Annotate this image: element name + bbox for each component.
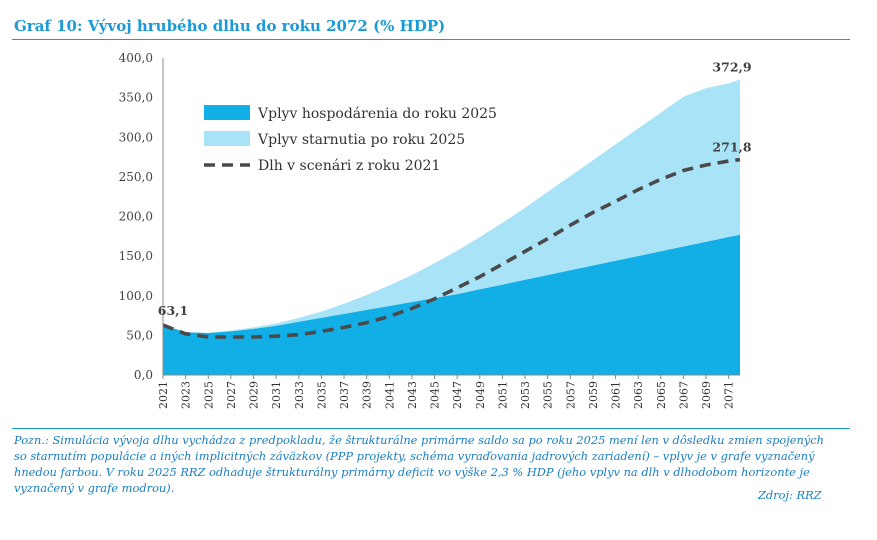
x-tick-label: 2041 xyxy=(383,381,396,409)
y-tick-label: 150,0 xyxy=(119,249,153,263)
y-axis: 0,0 50,0 100,0 150,0 200,0 250,0 300,0 350,0 400… xyxy=(119,51,153,382)
y-tick-label: 200,0 xyxy=(119,210,153,224)
y-tick-label: 350,0 xyxy=(119,91,153,105)
x-tick-label: 2051 xyxy=(496,381,509,409)
x-tick-label: 2053 xyxy=(519,381,532,409)
y-tick-label: 250,0 xyxy=(119,170,153,184)
x-tick-label: 2059 xyxy=(587,381,600,409)
legend-label: Dlh v scenári z roku 2021 xyxy=(258,158,440,174)
x-axis: 2021 2023 2025 2027 2029 2031 2033 2035 2037 2039… xyxy=(157,375,736,409)
legend: Vplyv hospodárenia do roku 2025 Vplyv sta… xyxy=(204,105,497,174)
x-tick-label: 2061 xyxy=(610,381,623,409)
x-tick-label: 2047 xyxy=(451,381,464,409)
y-tick-label: 400,0 xyxy=(119,51,153,65)
legend-swatch xyxy=(204,105,250,120)
plot-areas xyxy=(162,79,741,375)
x-tick-label: 2043 xyxy=(406,381,419,409)
x-tick-label: 2049 xyxy=(474,381,487,409)
x-tick-label: 2071 xyxy=(723,381,736,409)
x-tick-label: 2057 xyxy=(564,381,577,409)
x-tick-label: 2021 xyxy=(157,381,170,409)
x-tick-label: 2037 xyxy=(338,381,351,409)
x-tick-label: 2027 xyxy=(225,381,238,409)
title-divider xyxy=(12,39,850,40)
axis-lines xyxy=(162,58,740,376)
debt-area-chart: 0,0 50,0 100,0 150,0 200,0 250,0 300,0 350,0 400… xyxy=(119,51,752,409)
y-tick-label: 300,0 xyxy=(119,130,153,144)
y-tick-label: 50,0 xyxy=(126,328,153,342)
x-tick-label: 2067 xyxy=(677,381,690,409)
data-labels: 63,1 372,9 271,8 xyxy=(158,59,752,318)
x-tick-label: 2055 xyxy=(542,381,555,409)
legend-label: Vplyv starnutia po roku 2025 xyxy=(257,132,465,148)
x-tick-label: 2063 xyxy=(632,381,645,409)
source-label: Zdroj: RRZ xyxy=(758,488,822,502)
legend-swatch xyxy=(204,131,250,146)
x-tick-label: 2039 xyxy=(361,381,374,409)
dashed-line-series xyxy=(162,157,741,339)
x-tick-label: 2025 xyxy=(202,381,215,409)
x-tick-label: 2035 xyxy=(315,381,328,409)
y-tick-label: 0,0 xyxy=(134,368,153,382)
x-tick-label: 2023 xyxy=(180,381,193,409)
data-label: 271,8 xyxy=(712,140,751,155)
data-label: 372,9 xyxy=(712,59,751,74)
x-tick-label: 2033 xyxy=(293,381,306,409)
x-tick-label: 2045 xyxy=(429,381,442,409)
data-label: 63,1 xyxy=(158,303,188,318)
x-tick-label: 2031 xyxy=(270,381,283,409)
x-tick-label: 2065 xyxy=(655,381,668,409)
x-tick-label: 2029 xyxy=(248,381,261,409)
x-tick-label: 2069 xyxy=(700,381,713,409)
footnote: Pozn.: Simulácia vývoja dlhu vychádza z … xyxy=(14,433,824,495)
legend-label: Vplyv hospodárenia do roku 2025 xyxy=(257,106,497,122)
area-series xyxy=(163,234,740,375)
chart-title: Graf 10: Vývoj hrubého dlhu do roku 2072… xyxy=(14,17,446,35)
y-tick-label: 100,0 xyxy=(119,289,153,303)
note-divider xyxy=(12,428,850,429)
